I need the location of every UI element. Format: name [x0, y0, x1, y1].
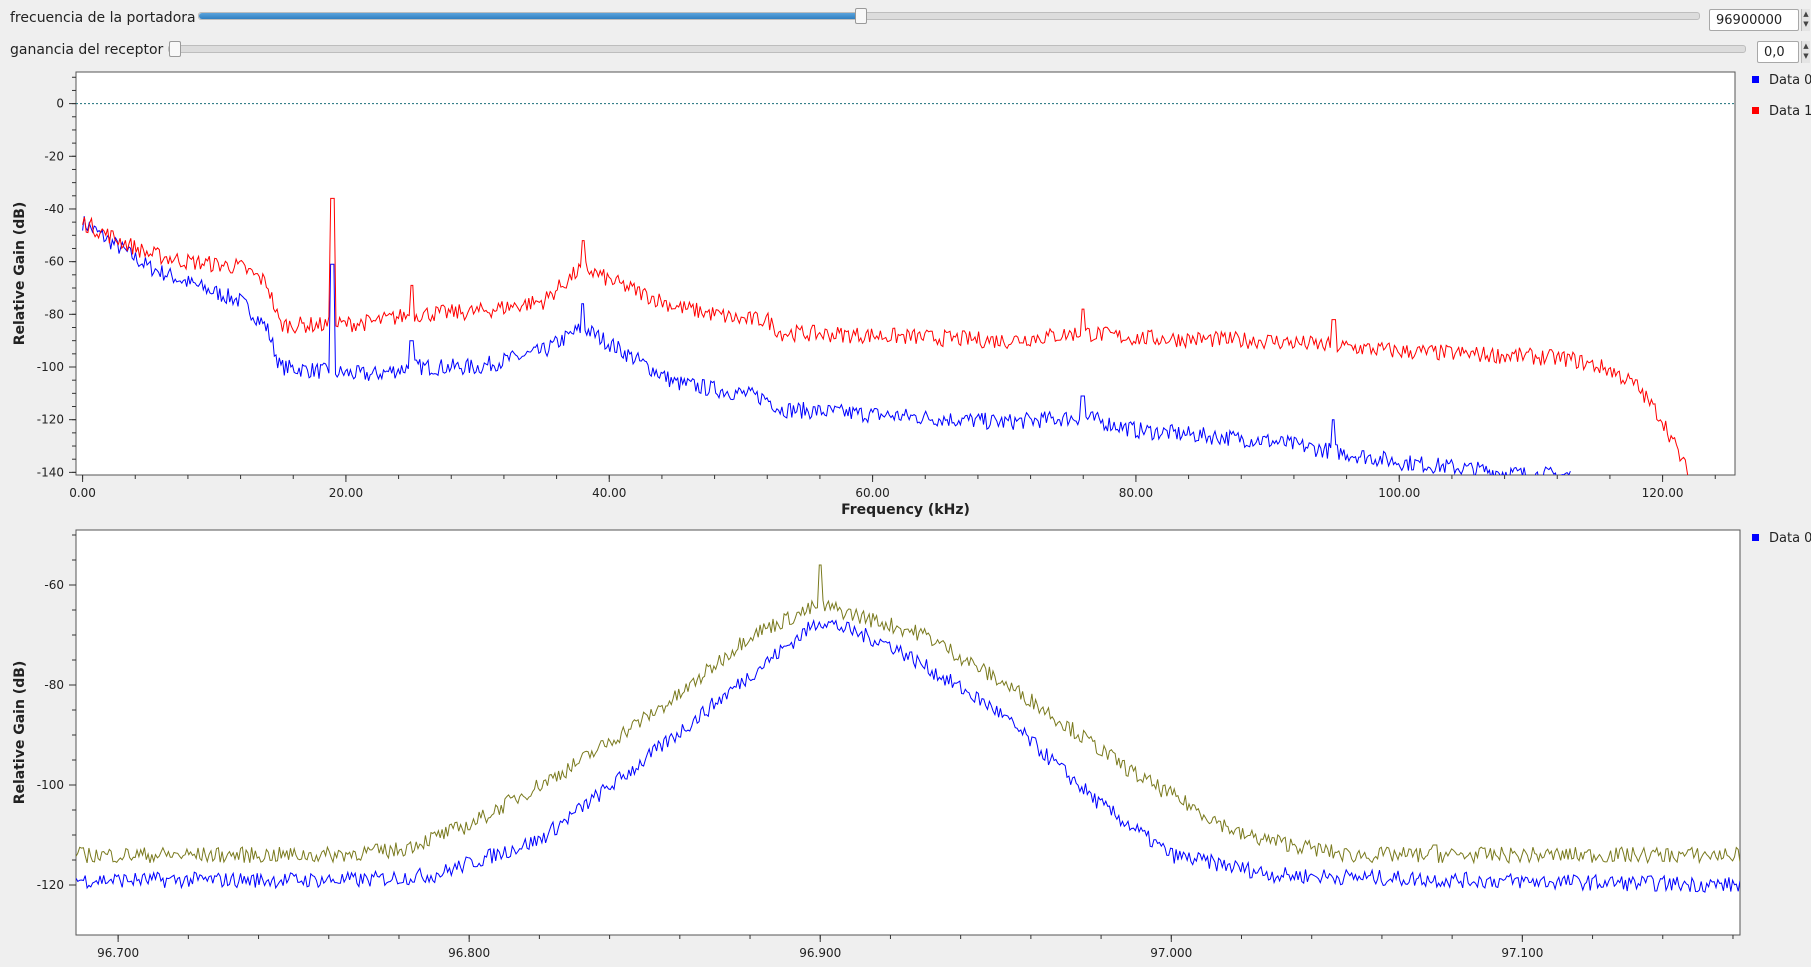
y-tick-label: -120	[37, 413, 64, 427]
receiver-gain-row: ganancia del receptor 0,0 ▲ ▼	[0, 40, 1811, 66]
receiver-gain-slider[interactable]	[168, 41, 1746, 57]
x-tick-label: 96.700	[97, 946, 139, 960]
y-tick-label: -80	[44, 678, 64, 692]
y-tick-label: -140	[37, 465, 64, 479]
x-axis-title: Frequency (kHz)	[841, 502, 970, 518]
x-tick-label: 120.00	[1642, 486, 1684, 500]
receiver-gain-spinbox[interactable]: 0,0	[1757, 41, 1799, 63]
series-line-0	[76, 618, 1740, 893]
y-tick-label: -100	[37, 360, 64, 374]
plot-area	[75, 71, 1736, 476]
legend-swatch	[1752, 534, 1759, 541]
x-tick-label: 96.800	[448, 946, 490, 960]
x-tick-label: 100.00	[1378, 486, 1420, 500]
legend-entry[interactable]: Data 1	[1769, 104, 1811, 119]
legend-entry[interactable]: Data 0	[1769, 531, 1811, 546]
chart-1: -60 -80 -100 -120 96.700 96.800 96.900 97.000 97…	[12, 529, 1811, 960]
y-tick-label: -100	[37, 778, 64, 792]
receiver-gain-label: ganancia del receptor	[10, 42, 164, 58]
legend-entry[interactable]: Data 0	[1769, 73, 1811, 88]
x-tick-label: 96.900	[799, 946, 841, 960]
receiver-gain-slider-handle[interactable]	[169, 41, 181, 57]
legend-swatch	[1752, 76, 1759, 83]
y-tick-label: -120	[37, 878, 64, 892]
spin-down-icon[interactable]: ▼	[1803, 20, 1809, 28]
x-tick-label: 60.00	[855, 486, 889, 500]
y-tick-label: -80	[44, 307, 64, 321]
carrier-frequency-spinbox[interactable]: 96900000	[1709, 9, 1799, 31]
receiver-gain-value: 0,0	[1764, 45, 1785, 60]
series-line-0	[82, 216, 1571, 475]
spin-up-icon[interactable]: ▲	[1803, 42, 1809, 50]
spin-down-icon[interactable]: ▼	[1803, 52, 1809, 60]
carrier-frequency-row: frecuencia de la portadora 96900000 ▲ ▼	[0, 8, 1811, 34]
spin-up-icon[interactable]: ▲	[1803, 10, 1809, 18]
plot-area	[75, 529, 1741, 936]
y-tick-label: -20	[44, 149, 64, 163]
legend-swatch	[1752, 107, 1759, 114]
carrier-frequency-value: 96900000	[1716, 13, 1783, 28]
carrier-frequency-slider-handle[interactable]	[854, 8, 867, 24]
x-tick-label: 80.00	[1119, 486, 1153, 500]
x-tick-label: 97.000	[1150, 946, 1192, 960]
carrier-frequency-slider-fill	[199, 13, 859, 19]
receiver-gain-spin-arrows[interactable]: ▲ ▼	[1801, 41, 1810, 63]
y-axis-title: Relative Gain (dB)	[12, 661, 28, 805]
series-line-1	[82, 197, 1689, 475]
x-tick-label: 0.00	[69, 486, 96, 500]
series-line-1	[76, 564, 1740, 865]
x-tick-label: 20.00	[329, 486, 363, 500]
y-tick-label: 0	[56, 97, 64, 111]
chart-0: 0 -20 -40 -60 -80 -100 -120 -140 0.00 20.00 40.00 6…	[12, 71, 1811, 518]
y-tick-label: -40	[44, 202, 64, 216]
y-axis-title: Relative Gain (dB)	[12, 202, 28, 346]
x-tick-label: 97.100	[1501, 946, 1543, 960]
carrier-frequency-slider[interactable]	[198, 8, 1700, 24]
carrier-frequency-label: frecuencia de la portadora	[10, 10, 196, 26]
y-tick-label: -60	[44, 578, 64, 592]
x-tick-label: 40.00	[592, 486, 626, 500]
carrier-frequency-spin-arrows[interactable]: ▲ ▼	[1801, 9, 1810, 31]
y-tick-label: -60	[44, 255, 64, 269]
